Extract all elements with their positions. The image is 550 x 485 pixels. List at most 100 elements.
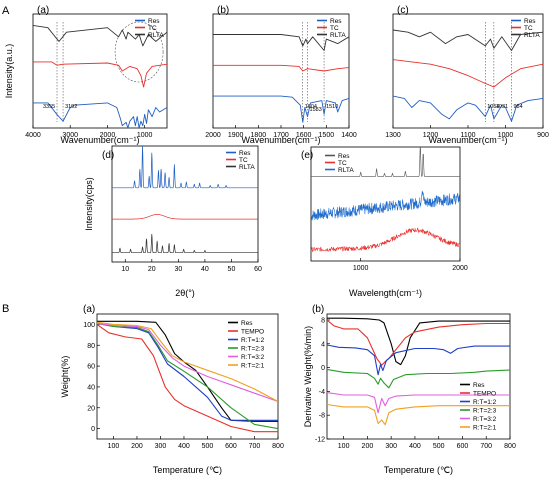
plot-area: [33, 22, 167, 128]
plot-frame: [326, 313, 511, 440]
peak-annotation: 984: [514, 104, 523, 110]
legend-label: RLTA: [330, 32, 346, 39]
plot-frame: [111, 145, 259, 263]
y-tick-label: 4: [321, 341, 325, 348]
x-tick-label: 300: [155, 443, 167, 450]
x-tick-label: 500: [433, 443, 445, 450]
legend-label: TEMPO: [473, 390, 496, 397]
x-tick-label: 400: [178, 443, 190, 450]
series-rlta: [112, 233, 258, 254]
x-tick-label: 2000: [452, 265, 468, 272]
y-tick-label: 8: [321, 317, 325, 324]
legend-label: TEMPO: [241, 328, 264, 335]
series-tc: [112, 214, 258, 220]
x-tick-label: 600: [225, 443, 237, 450]
y-tick-label: -4: [319, 389, 325, 396]
x-tick-label: 1600: [296, 132, 312, 139]
series-rlta: [33, 24, 167, 47]
x-tick-label: 1700: [273, 132, 289, 139]
series-tc: [311, 227, 460, 253]
plot-area: [112, 146, 258, 254]
x-tick-label: 40: [201, 266, 209, 273]
legend-label: R:T=2:3: [241, 345, 265, 352]
x-tick-label: 100: [338, 443, 350, 450]
legend-label: RLTA: [338, 167, 354, 174]
legend-label: Res: [338, 153, 350, 160]
charts: (a)4000 3000 2000 1000Wavenumber(cm⁻¹)Inten…: [4, 5, 549, 475]
x-tick-label: 4000: [25, 132, 41, 139]
x-tick-label: 600: [457, 443, 469, 450]
x-tick-label: 800: [272, 443, 284, 450]
plot-area: [97, 320, 278, 433]
plot-area: [311, 147, 460, 253]
series-r-t-2-3: [97, 322, 278, 430]
x-tick-label: 2000: [205, 132, 221, 139]
series-res: [327, 317, 510, 366]
series-r-t-1-2: [97, 322, 278, 421]
panel-label: (b): [312, 304, 324, 315]
series-tc: [393, 59, 543, 88]
x-tick-label: 1500: [319, 132, 335, 139]
x-axis-label: Wavenumber(cm⁻¹): [61, 135, 140, 145]
x-tick-label: 200: [131, 443, 143, 450]
chart-a-d: (d) 10 20 30 40 50 60 2θ(°) Intensity(cps) ResTCR…: [84, 145, 262, 298]
x-tick-label: 2000: [100, 132, 116, 139]
y-tick-label: 0: [321, 365, 325, 372]
chart-a-b: (b) 2000 1900 1800 1700 1600 1500 1400 Wavenumbe…: [205, 5, 357, 145]
series-r-t-1-2: [327, 344, 510, 376]
x-tick-label: 1400: [341, 132, 357, 139]
x-tick-label: 700: [480, 443, 492, 450]
peak-annotation: 3355: [43, 104, 55, 110]
y-axis-label: Intensity(cps): [84, 177, 94, 231]
panel-label: (c): [397, 5, 409, 16]
legend-label: Res: [239, 150, 251, 157]
legend-label: Res: [241, 320, 253, 327]
panel-label: (d): [102, 150, 114, 161]
x-axis-label: Wavelength(cm⁻¹): [349, 288, 422, 298]
peak-annotation: 3192: [65, 104, 77, 110]
series-res: [112, 146, 258, 189]
x-tick-label: 1800: [251, 132, 267, 139]
series-tempo: [327, 319, 510, 366]
legend-label: R:T=1:2: [241, 337, 265, 344]
plot-frame: [212, 13, 350, 129]
y-tick-label: 40: [87, 384, 95, 391]
series-res: [213, 95, 349, 123]
series-r-t-3-2: [97, 322, 278, 403]
legend-label: R:T=2:1: [473, 424, 497, 431]
y-tick-label: -12: [315, 437, 325, 444]
series-rlta: [311, 190, 460, 221]
x-tick-label: 50: [228, 266, 236, 273]
legend-label: RLTA: [239, 164, 255, 171]
x-tick-label: 1900: [228, 132, 244, 139]
legend-label: Res: [148, 18, 160, 25]
legend-label: TC: [148, 25, 157, 32]
series-tc: [213, 64, 349, 72]
x-tick-label: 3000: [62, 132, 78, 139]
x-tick-label: 900: [537, 132, 549, 139]
x-axis-label: Wavenumber(cm⁻¹): [429, 135, 508, 145]
plot-frame: [392, 13, 544, 129]
peak-annotation: 1583: [310, 107, 322, 113]
legend-label: RLTA: [148, 32, 164, 39]
x-axis-label: Wavenumber(cm⁻¹): [242, 135, 321, 145]
chart-a-c: (c) 1300 1200 1100 1000 900 Wavenumber(cm⁻¹) 10…: [385, 5, 549, 145]
chart-b-b: (b) 100 200 300 400 500 600 700 800 8 4 0 -4 -8 -12 Tem…: [303, 304, 516, 475]
y-tick-label: 60: [87, 364, 95, 371]
x-tick-label: 1000: [498, 132, 514, 139]
legend-label: TC: [338, 160, 347, 167]
legend-label: Res: [524, 18, 536, 25]
x-tick-label: 200: [362, 443, 374, 450]
section-label-b: B: [2, 303, 9, 315]
legend-label: RLTA: [524, 32, 540, 39]
series-rlta: [213, 34, 349, 51]
y-axis-label: Weight(%): [60, 356, 70, 398]
